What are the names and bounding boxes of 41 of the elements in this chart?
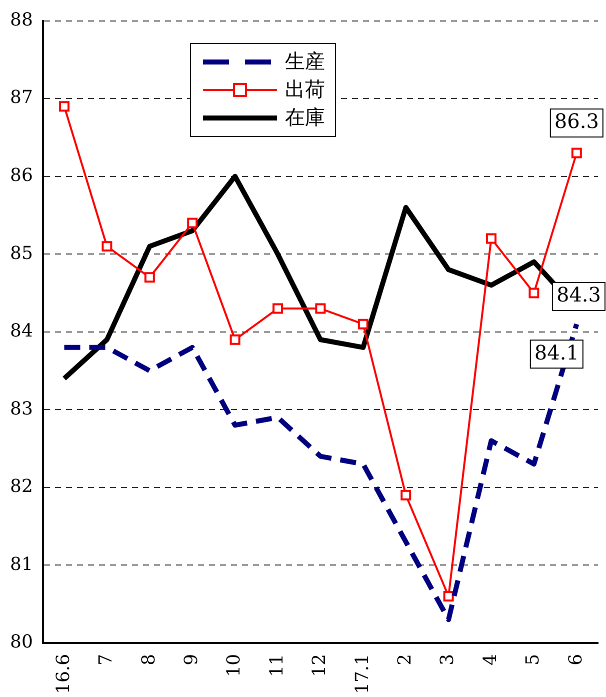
legend-label: 生産	[285, 48, 325, 76]
data-label: 84.3	[556, 282, 601, 307]
y-tick-label: 81	[10, 554, 33, 575]
point	[400, 490, 412, 500]
x-tick-label: 16.6	[52, 654, 74, 694]
point	[571, 148, 582, 158]
y-tick-label: 84	[10, 320, 33, 342]
point	[187, 218, 198, 228]
x-tick-label: 9	[181, 654, 202, 666]
x-tick-label: 2	[394, 654, 416, 666]
x-tick-label: 5	[522, 654, 544, 666]
y-tick-label: 83	[10, 398, 33, 420]
point	[443, 591, 454, 602]
x-tick-label: 6	[565, 654, 586, 666]
y-tick-label: 80	[10, 632, 33, 653]
x-tick-label: 4	[480, 654, 501, 666]
y-tick-label: 82	[10, 476, 33, 498]
point	[144, 272, 155, 283]
point	[230, 334, 240, 345]
point	[59, 101, 70, 112]
point	[272, 303, 283, 314]
legend-label: 出荷	[285, 76, 325, 104]
x-tick-label: 11	[266, 654, 288, 677]
x-tick-label: 3	[437, 654, 458, 666]
point	[315, 303, 326, 314]
x-tick-label: 8	[138, 654, 160, 666]
data-label: 86.3	[554, 109, 599, 134]
point	[102, 241, 112, 252]
y-tick-label: 85	[10, 242, 33, 264]
x-tick-label: 10	[224, 654, 245, 677]
point	[358, 318, 368, 330]
x-tick-label: 7	[96, 654, 117, 666]
y-tick-label: 87	[10, 87, 33, 108]
x-tick-label: 17.1	[352, 654, 373, 694]
x-tick-label: 12	[309, 654, 330, 677]
point	[486, 233, 496, 244]
data-label: 84.1	[534, 340, 579, 364]
point	[528, 288, 540, 298]
y-tick-label: 86	[10, 165, 33, 186]
y-tick-label: 88	[10, 9, 33, 30]
legend-label: 在庫	[285, 104, 325, 132]
